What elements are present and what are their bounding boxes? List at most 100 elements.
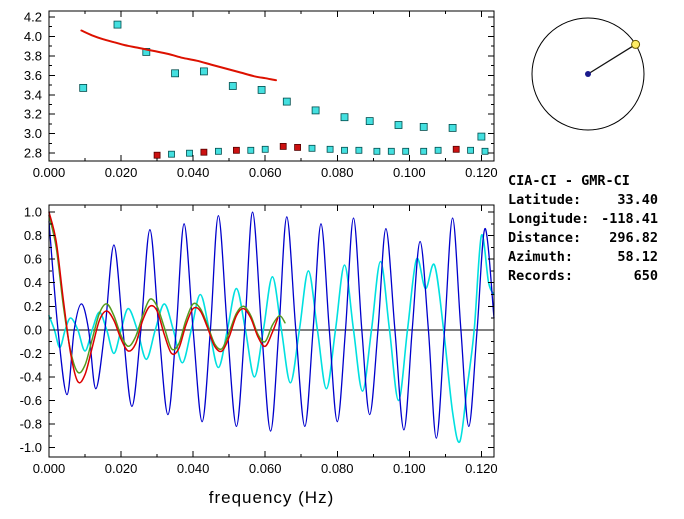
- data-point-square: [311, 106, 320, 115]
- data-point-square: [477, 132, 486, 141]
- data-point-square: [467, 146, 475, 154]
- data-point-square: [420, 147, 428, 155]
- spectrum-cyan: [48, 234, 495, 444]
- data-point-square: [326, 145, 334, 153]
- dial-circle: [531, 17, 645, 131]
- data-point-square: [171, 69, 180, 78]
- plot-frame: [48, 204, 495, 458]
- dial-center-dot: [585, 71, 591, 77]
- data-point-square: [153, 151, 161, 159]
- y-tick-label: -0.4: [20, 369, 42, 384]
- station-info-rows: Latitude: 33.40 Longitude: -118.41 Distance:…: [508, 191, 658, 286]
- y-tick-label: 4.0: [24, 29, 42, 44]
- info-row: Latitude: 33.40: [508, 191, 658, 210]
- info-row: Longitude: -118.41: [508, 210, 658, 229]
- data-point-square: [279, 142, 287, 150]
- phase-velocity-plot-area[interactable]: [49, 11, 494, 161]
- x-tick-label: 0.020: [105, 461, 138, 476]
- data-point-square: [308, 144, 316, 152]
- x-tick-label: 0.040: [177, 461, 210, 476]
- info-field-label: Longitude:: [508, 211, 590, 227]
- info-row: Records: 650: [508, 267, 658, 286]
- data-point-square: [232, 146, 240, 154]
- x-tick-label: 0.100: [393, 165, 426, 180]
- x-tick-label: 0.000: [33, 165, 66, 180]
- data-point-square: [247, 146, 255, 154]
- y-tick-label: -1.0: [20, 440, 42, 455]
- data-point-square: [452, 145, 460, 153]
- data-point-square: [228, 82, 237, 90]
- data-point-square: [402, 147, 410, 155]
- station-info-panel: CIA-CI - GMR-CI Latitude: 33.40 Longitude:…: [508, 172, 658, 286]
- station-azimuth-marker: [631, 39, 641, 49]
- y-tick-label: 1.0: [24, 205, 42, 220]
- y-tick-label: -0.6: [20, 393, 42, 408]
- data-point-square: [481, 147, 489, 155]
- info-field-value: -118.41: [601, 211, 658, 227]
- y-tick-label: 3.8: [24, 48, 42, 63]
- data-point-square: [394, 121, 403, 129]
- data-point-square: [142, 48, 151, 56]
- azimuth-dial: [531, 17, 645, 131]
- data-point-square: [419, 123, 428, 131]
- info-field-value: 33.40: [617, 192, 658, 208]
- data-point-square: [79, 84, 88, 92]
- spectrum-red: [48, 211, 279, 384]
- data-point-square: [261, 145, 269, 153]
- y-tick-label: 3.4: [24, 87, 42, 102]
- data-point-square: [365, 117, 374, 125]
- data-point-square: [373, 147, 381, 155]
- y-tick-label: 0.6: [24, 252, 42, 267]
- y-tick-label: 3.0: [24, 126, 42, 141]
- y-tick-label: 0.0: [24, 322, 42, 337]
- x-tick-label: 0.100: [393, 461, 426, 476]
- x-tick-label: 0.060: [249, 165, 282, 180]
- info-field-label: Records:: [508, 268, 574, 284]
- azimuth-pointer: [587, 43, 636, 75]
- data-point-square: [434, 146, 442, 154]
- x-tick-label: 0.000: [33, 461, 66, 476]
- phase-velocity-panel: 0.000 0.020 0.040 0.060 0.080 0.100 0.120 2.8 3.…: [24, 9, 498, 180]
- data-point-square: [341, 146, 348, 154]
- x-tick-label: 0.040: [177, 165, 210, 180]
- data-point-square: [340, 113, 349, 122]
- x-axis-title: frequency (Hz): [209, 488, 334, 507]
- spectrum-blue: [48, 211, 495, 439]
- y-tick-label: 3.6: [24, 68, 42, 83]
- station-pair-label: CIA-CI - GMR-CI: [508, 173, 630, 189]
- y-tick-label: 4.2: [24, 9, 42, 24]
- x-tick-label: 0.120: [465, 165, 498, 180]
- data-point-square: [200, 148, 208, 156]
- y-tick-label: -0.8: [20, 417, 42, 432]
- data-point-square: [214, 147, 222, 155]
- y-tick-label: 0.4: [24, 275, 42, 290]
- data-point-square: [355, 146, 363, 154]
- x-tick-label: 0.120: [465, 461, 498, 476]
- info-row: Distance: 296.82: [508, 229, 658, 248]
- x-tick-label: 0.080: [321, 165, 354, 180]
- picked-velocity-squares-cyan: [79, 20, 486, 141]
- x-tick-label: 0.060: [249, 461, 282, 476]
- y-tick-label: 0.8: [24, 228, 42, 243]
- axis-ticks: [48, 11, 494, 161]
- data-point-square: [387, 147, 395, 155]
- data-point-square: [168, 150, 175, 158]
- spectrum-green: [48, 214, 286, 374]
- cross-spectra-plot-area[interactable]: [49, 205, 494, 457]
- data-point-square: [113, 20, 122, 29]
- y-tick-label: 3.2: [24, 107, 42, 122]
- data-point-square: [199, 67, 208, 76]
- y-tick-label: 0.2: [24, 299, 42, 314]
- info-field-value: 650: [633, 268, 658, 284]
- data-point-square: [448, 124, 457, 132]
- x-tick-label: 0.020: [105, 165, 138, 180]
- reference-dispersion-curve: [80, 29, 277, 82]
- y-tick-label: -0.2: [20, 346, 42, 361]
- info-row: Azimuth: 58.12: [508, 248, 658, 267]
- info-field-label: Azimuth:: [508, 249, 574, 265]
- data-point-square: [294, 143, 302, 151]
- data-point-square: [257, 86, 266, 94]
- info-field-label: Latitude:: [508, 192, 582, 208]
